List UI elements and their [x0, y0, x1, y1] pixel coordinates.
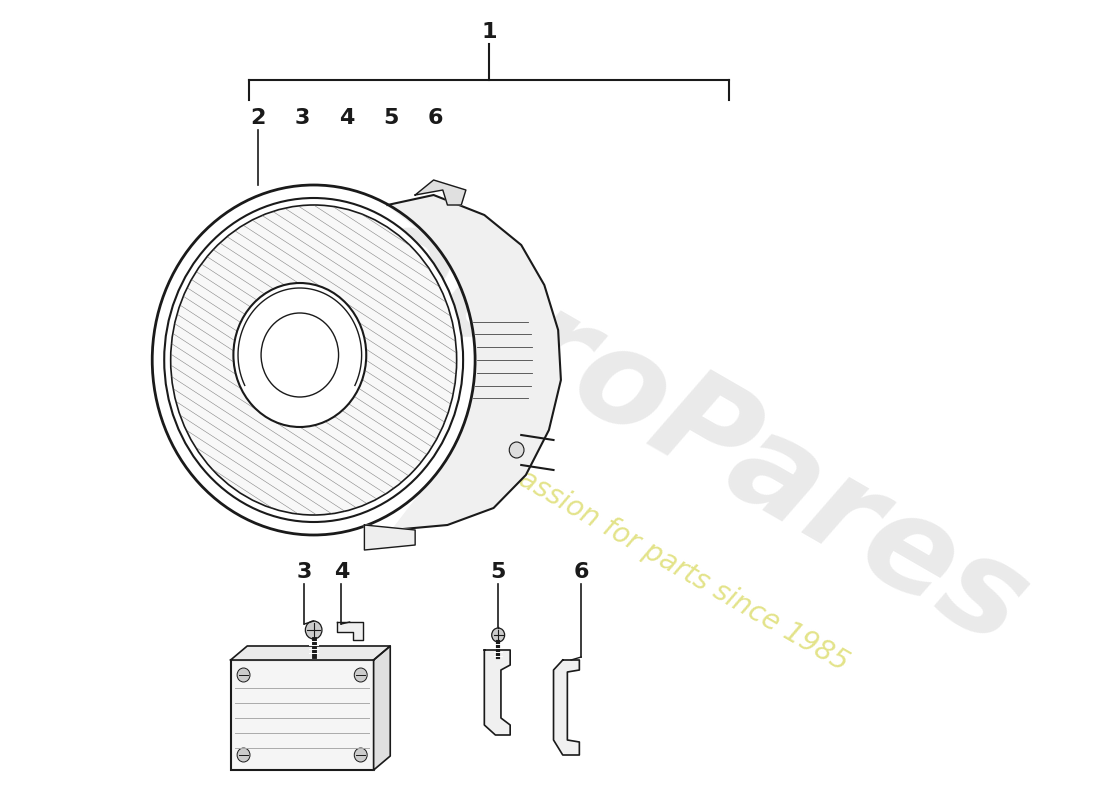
Circle shape — [233, 283, 366, 427]
Polygon shape — [364, 525, 415, 550]
Circle shape — [354, 748, 367, 762]
Circle shape — [509, 442, 524, 458]
Polygon shape — [231, 646, 390, 660]
Text: 5: 5 — [491, 562, 506, 582]
Text: 6: 6 — [573, 562, 588, 582]
Polygon shape — [553, 660, 580, 755]
Polygon shape — [374, 646, 390, 770]
Circle shape — [238, 748, 250, 762]
Circle shape — [164, 198, 463, 522]
Text: 3: 3 — [297, 562, 312, 582]
Text: euroPares: euroPares — [336, 187, 1048, 673]
Circle shape — [354, 668, 367, 682]
Text: 3: 3 — [295, 108, 310, 128]
Circle shape — [306, 621, 322, 639]
Polygon shape — [415, 180, 466, 205]
Text: 4: 4 — [339, 108, 354, 128]
Text: 4: 4 — [333, 562, 349, 582]
Circle shape — [238, 668, 250, 682]
Circle shape — [492, 628, 505, 642]
Polygon shape — [337, 622, 363, 640]
Text: 6: 6 — [428, 108, 443, 128]
Text: 1: 1 — [481, 22, 497, 42]
FancyBboxPatch shape — [231, 660, 374, 770]
Circle shape — [170, 205, 456, 515]
Text: 2: 2 — [251, 108, 266, 128]
Polygon shape — [484, 650, 510, 735]
Text: 5: 5 — [384, 108, 399, 128]
Polygon shape — [387, 195, 561, 530]
Text: a passion for parts since 1985: a passion for parts since 1985 — [475, 443, 852, 677]
